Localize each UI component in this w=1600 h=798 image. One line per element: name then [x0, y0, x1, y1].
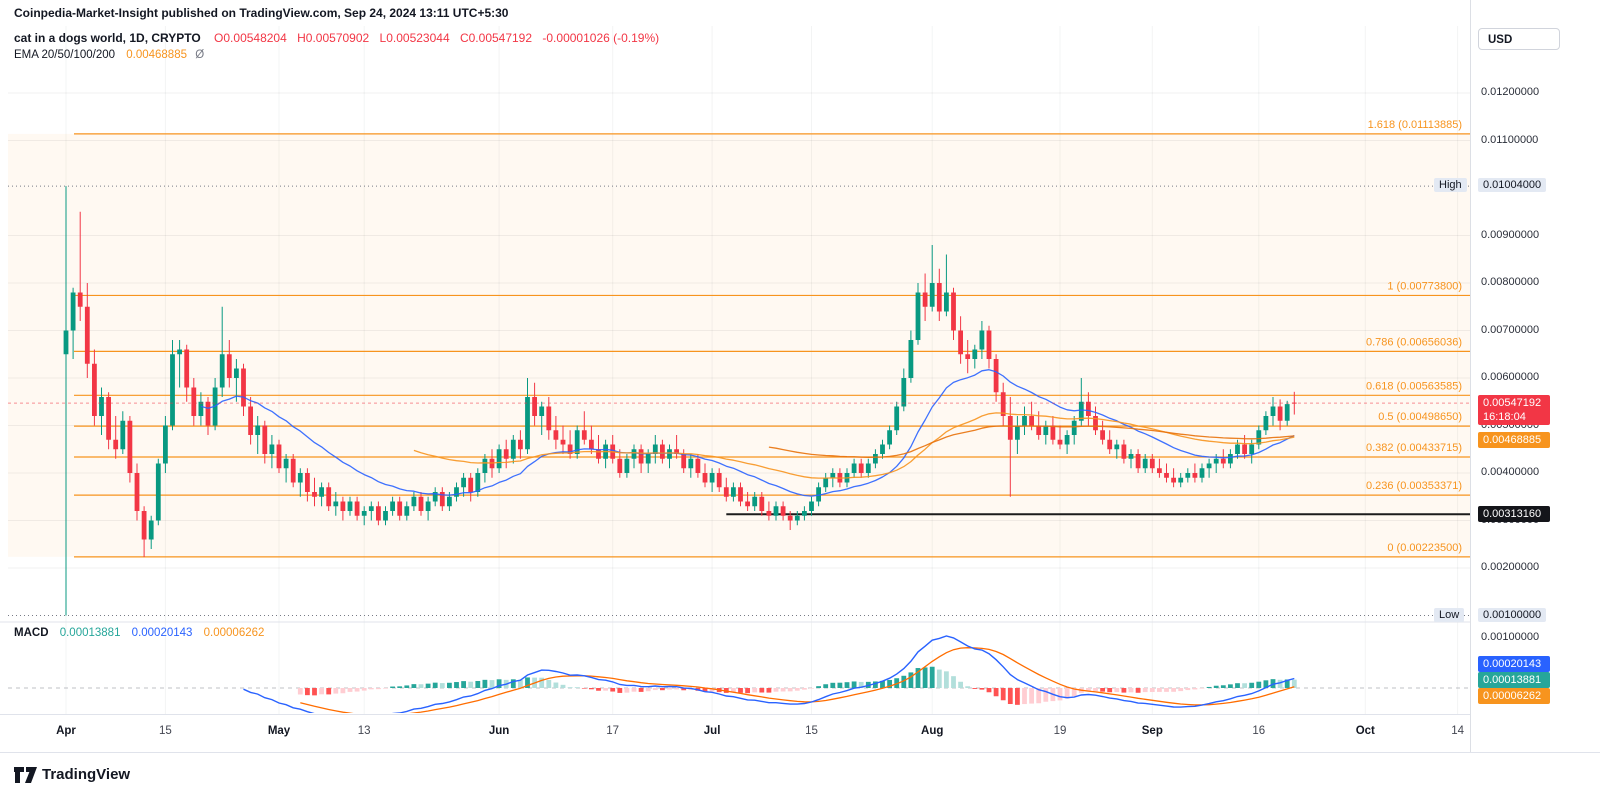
- ema-price-badge: 0.00468885: [1478, 432, 1550, 449]
- macd-line: [243, 635, 1295, 713]
- y-axis-tick: 0.00400000: [1481, 466, 1540, 478]
- support-price-badge: 0.00313160: [1478, 506, 1550, 523]
- last-price-value: 0.00547192: [1483, 397, 1542, 410]
- macd-pane: [8, 635, 1470, 713]
- x-axis-tick: Jun: [488, 725, 510, 737]
- ema-50-line: [413, 412, 1295, 479]
- time-axis[interactable]: Apr 15 May 13 Jun 17 Jul 15 Aug 19 Sep 16 Oct 14: [0, 714, 1470, 753]
- ema-legend[interactable]: EMA 20/50/100/200 0.00468885 Ø: [14, 49, 204, 61]
- y-axis-tick: 0.00900000: [1481, 228, 1540, 241]
- price-change: -0.00001026 (-0.19%): [542, 31, 660, 45]
- price-axis[interactable]: USD 0.01200000 0.01100000 0.00900000 0.0080…: [1470, 0, 1600, 752]
- fib-label: 0.786 (0.00656036): [1366, 336, 1462, 348]
- x-axis-tick: Sep: [1141, 725, 1163, 737]
- macd-value-badge: 0.00013881: [1478, 672, 1550, 688]
- ohlc-close: C0.00547192: [459, 31, 533, 45]
- x-axis-tick: Aug: [921, 725, 944, 737]
- macd-line-value: 0.00020143: [131, 627, 193, 639]
- x-axis-tick: 14: [1451, 725, 1464, 737]
- fib-band-fill: [8, 133, 1470, 557]
- x-axis-tick: 15: [158, 725, 172, 737]
- y-axis-tick: 0.00200000: [1481, 561, 1540, 573]
- macd-axis-tick: 0.00100000: [1481, 631, 1540, 644]
- symbol-legend[interactable]: cat in a dogs world, 1D, CRYPTO O0.00548…: [14, 31, 666, 45]
- x-axis-tick: 16: [1252, 725, 1266, 737]
- ema-20-line: [200, 369, 1295, 497]
- macd-histogram-value: 0.00013881: [59, 627, 121, 639]
- macd-indicator-label: MACD: [14, 627, 49, 639]
- tradingview-logo[interactable]: TradingView: [42, 766, 131, 783]
- price-chart[interactable]: 1.618 (0.01113885) 1 (0.00773800) 0.786 (0…: [0, 0, 1470, 752]
- macd-value-badge: 0.00020143: [1478, 656, 1550, 672]
- macd-signal-value: 0.00006262: [203, 627, 265, 639]
- x-axis-tick: 13: [357, 725, 371, 737]
- fib-label: 1 (0.00773800): [1387, 280, 1462, 292]
- bar-countdown: 16:18:04: [1483, 411, 1526, 424]
- x-axis-tick: May: [267, 725, 291, 737]
- macd-signal-line: [300, 647, 1295, 713]
- fib-label: 1.618 (0.01113885): [1368, 119, 1462, 131]
- symbol-title[interactable]: cat in a dogs world, 1D, CRYPTO: [14, 31, 201, 45]
- y-axis-tick: 0.00800000: [1481, 276, 1540, 288]
- ema-100-line: [768, 425, 1295, 458]
- x-axis-tick: Jul: [703, 725, 721, 737]
- tradingview-icon[interactable]: [13, 766, 39, 784]
- ema-average-symbol: Ø: [195, 49, 205, 61]
- low-price-label: 0.00100000: [1478, 607, 1547, 622]
- high-price-label: 0.01004000: [1478, 178, 1547, 193]
- y-axis-tick: 0.00700000: [1481, 323, 1540, 336]
- macd-value-badge: 0.00006262: [1478, 688, 1550, 704]
- y-axis-tick: 0.01200000: [1481, 86, 1540, 98]
- y-axis-tick: 0.00600000: [1481, 371, 1540, 383]
- publication-header: Coinpedia-Market-Insight published on Tr…: [14, 6, 509, 20]
- low-marker-label: Low: [1434, 607, 1465, 622]
- fib-label: 0.5 (0.00498650): [1378, 411, 1462, 423]
- currency-selector[interactable]: USD: [1478, 28, 1560, 50]
- x-axis-tick: 17: [606, 725, 620, 737]
- fib-label: 0 (0.00223500): [1387, 542, 1462, 554]
- ema-indicator-label: EMA 20/50/100/200: [14, 49, 116, 61]
- ohlc-open: O0.00548204: [214, 31, 287, 45]
- fib-label: 0.236 (0.00353371): [1366, 480, 1462, 492]
- ohlc-high: H0.00570902: [297, 31, 370, 45]
- y-axis-tick: 0.01100000: [1481, 133, 1539, 146]
- macd-legend[interactable]: MACD 0.00013881 0.00020143 0.00006262: [14, 627, 264, 639]
- x-axis-tick: Apr: [56, 725, 76, 737]
- x-axis-tick: 15: [805, 725, 818, 737]
- ohlc-low: L0.00523044: [379, 31, 450, 45]
- high-marker-label: High: [1434, 178, 1467, 193]
- x-axis-tick: Oct: [1355, 725, 1375, 737]
- footer: TradingView: [0, 752, 1600, 798]
- last-price-badge: 0.00547192 16:18:04: [1478, 395, 1550, 426]
- fib-label: 0.382 (0.00433715): [1366, 442, 1462, 454]
- ema-value: 0.00468885: [126, 49, 187, 61]
- x-axis-tick: 19: [1053, 725, 1067, 737]
- fib-label: 0.618 (0.00563585): [1366, 380, 1462, 392]
